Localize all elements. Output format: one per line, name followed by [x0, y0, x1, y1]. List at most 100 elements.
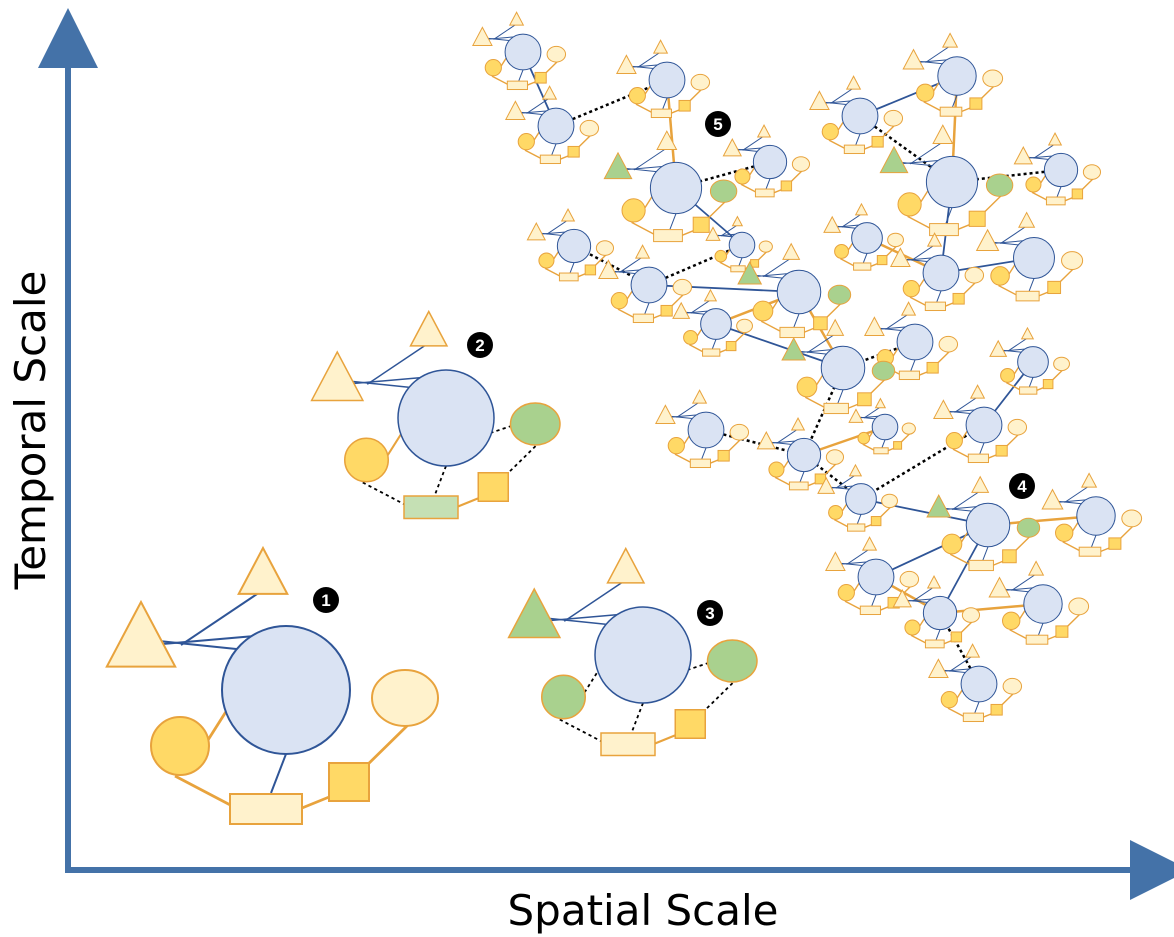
badge-label: 4	[1017, 477, 1027, 496]
link	[828, 485, 857, 489]
link	[941, 668, 974, 672]
link	[617, 308, 636, 319]
link	[344, 376, 432, 385]
hub-node	[397, 369, 495, 467]
link	[1056, 186, 1062, 197]
hub-node	[700, 308, 732, 340]
link	[563, 579, 627, 622]
link	[919, 617, 926, 627]
hub-node	[871, 413, 899, 441]
link	[783, 459, 790, 469]
circle-node	[1002, 611, 1021, 630]
link	[630, 702, 644, 733]
triangle-node	[971, 475, 990, 493]
rectangle-node	[650, 108, 672, 119]
network-group	[705, 215, 773, 273]
inter-group-link	[859, 114, 953, 184]
link	[644, 195, 653, 209]
rectangle-node	[600, 732, 656, 757]
link	[628, 65, 656, 70]
ellipse-node	[595, 240, 615, 256]
link	[892, 347, 900, 357]
link	[633, 147, 668, 171]
rectangle-node	[968, 559, 994, 572]
link	[807, 333, 836, 354]
square-node	[1047, 280, 1062, 295]
link	[1062, 541, 1082, 553]
circle-node	[150, 716, 210, 776]
hub-node	[820, 345, 866, 391]
link	[538, 231, 569, 235]
triangle-node	[105, 599, 177, 668]
square-node	[1071, 188, 1084, 200]
ellipse-node	[758, 240, 773, 253]
rectangle-node	[689, 458, 711, 469]
square-node	[717, 449, 730, 462]
link	[689, 344, 705, 353]
link	[885, 313, 909, 330]
ellipse-node	[964, 266, 985, 284]
circle-node	[628, 87, 646, 105]
rectangle-node	[873, 447, 889, 455]
square-node	[926, 361, 939, 374]
triangle-node	[656, 130, 678, 151]
triangle-node	[926, 494, 952, 518]
badge-4	[1009, 473, 1035, 499]
link	[920, 189, 929, 203]
rectangle-node	[1019, 386, 1038, 395]
link	[830, 87, 854, 104]
network-group	[988, 560, 1090, 645]
circle-node	[857, 431, 871, 445]
link	[1025, 156, 1051, 161]
circle-node	[683, 329, 699, 345]
link	[366, 342, 430, 385]
rectangle-node	[506, 80, 528, 91]
ellipse-node	[672, 278, 693, 296]
triangle-node	[926, 575, 942, 589]
hub-node	[594, 606, 692, 704]
triangle-node	[1020, 326, 1035, 340]
triangle-node	[854, 202, 869, 216]
square-node	[674, 709, 706, 739]
hub-node	[1043, 152, 1079, 188]
network-group	[597, 244, 693, 324]
link	[696, 328, 703, 337]
circle-node	[1000, 367, 1016, 383]
hub-node	[630, 266, 668, 304]
network-group	[1041, 472, 1143, 557]
hub-node	[1023, 584, 1063, 624]
triangle-node	[969, 384, 986, 399]
link	[489, 424, 514, 434]
link	[960, 531, 969, 543]
network-group	[603, 130, 738, 243]
link	[982, 546, 989, 561]
hub-node	[776, 269, 822, 315]
badge-3	[697, 600, 723, 626]
triangle-node	[861, 536, 878, 551]
link	[915, 60, 946, 65]
link	[956, 689, 964, 699]
ellipse-node	[736, 318, 753, 334]
triangle-node	[541, 85, 558, 100]
square-node	[893, 441, 903, 450]
link	[621, 167, 661, 173]
link	[797, 348, 837, 354]
link	[524, 149, 543, 160]
link	[904, 598, 935, 602]
triangle-node	[560, 208, 576, 222]
ellipse-node	[901, 422, 916, 435]
link	[644, 85, 652, 95]
circle-node	[517, 133, 535, 151]
link	[1006, 382, 1022, 391]
link	[734, 147, 765, 151]
square-node	[876, 255, 888, 266]
link	[760, 320, 783, 333]
link	[701, 447, 707, 460]
link	[1025, 155, 1056, 159]
triangle-node	[845, 75, 862, 90]
rectangle-node	[1078, 546, 1102, 557]
circle-node	[897, 192, 922, 217]
rectangle-node	[1025, 634, 1049, 645]
triangle-node	[603, 151, 633, 180]
link	[1011, 573, 1037, 591]
